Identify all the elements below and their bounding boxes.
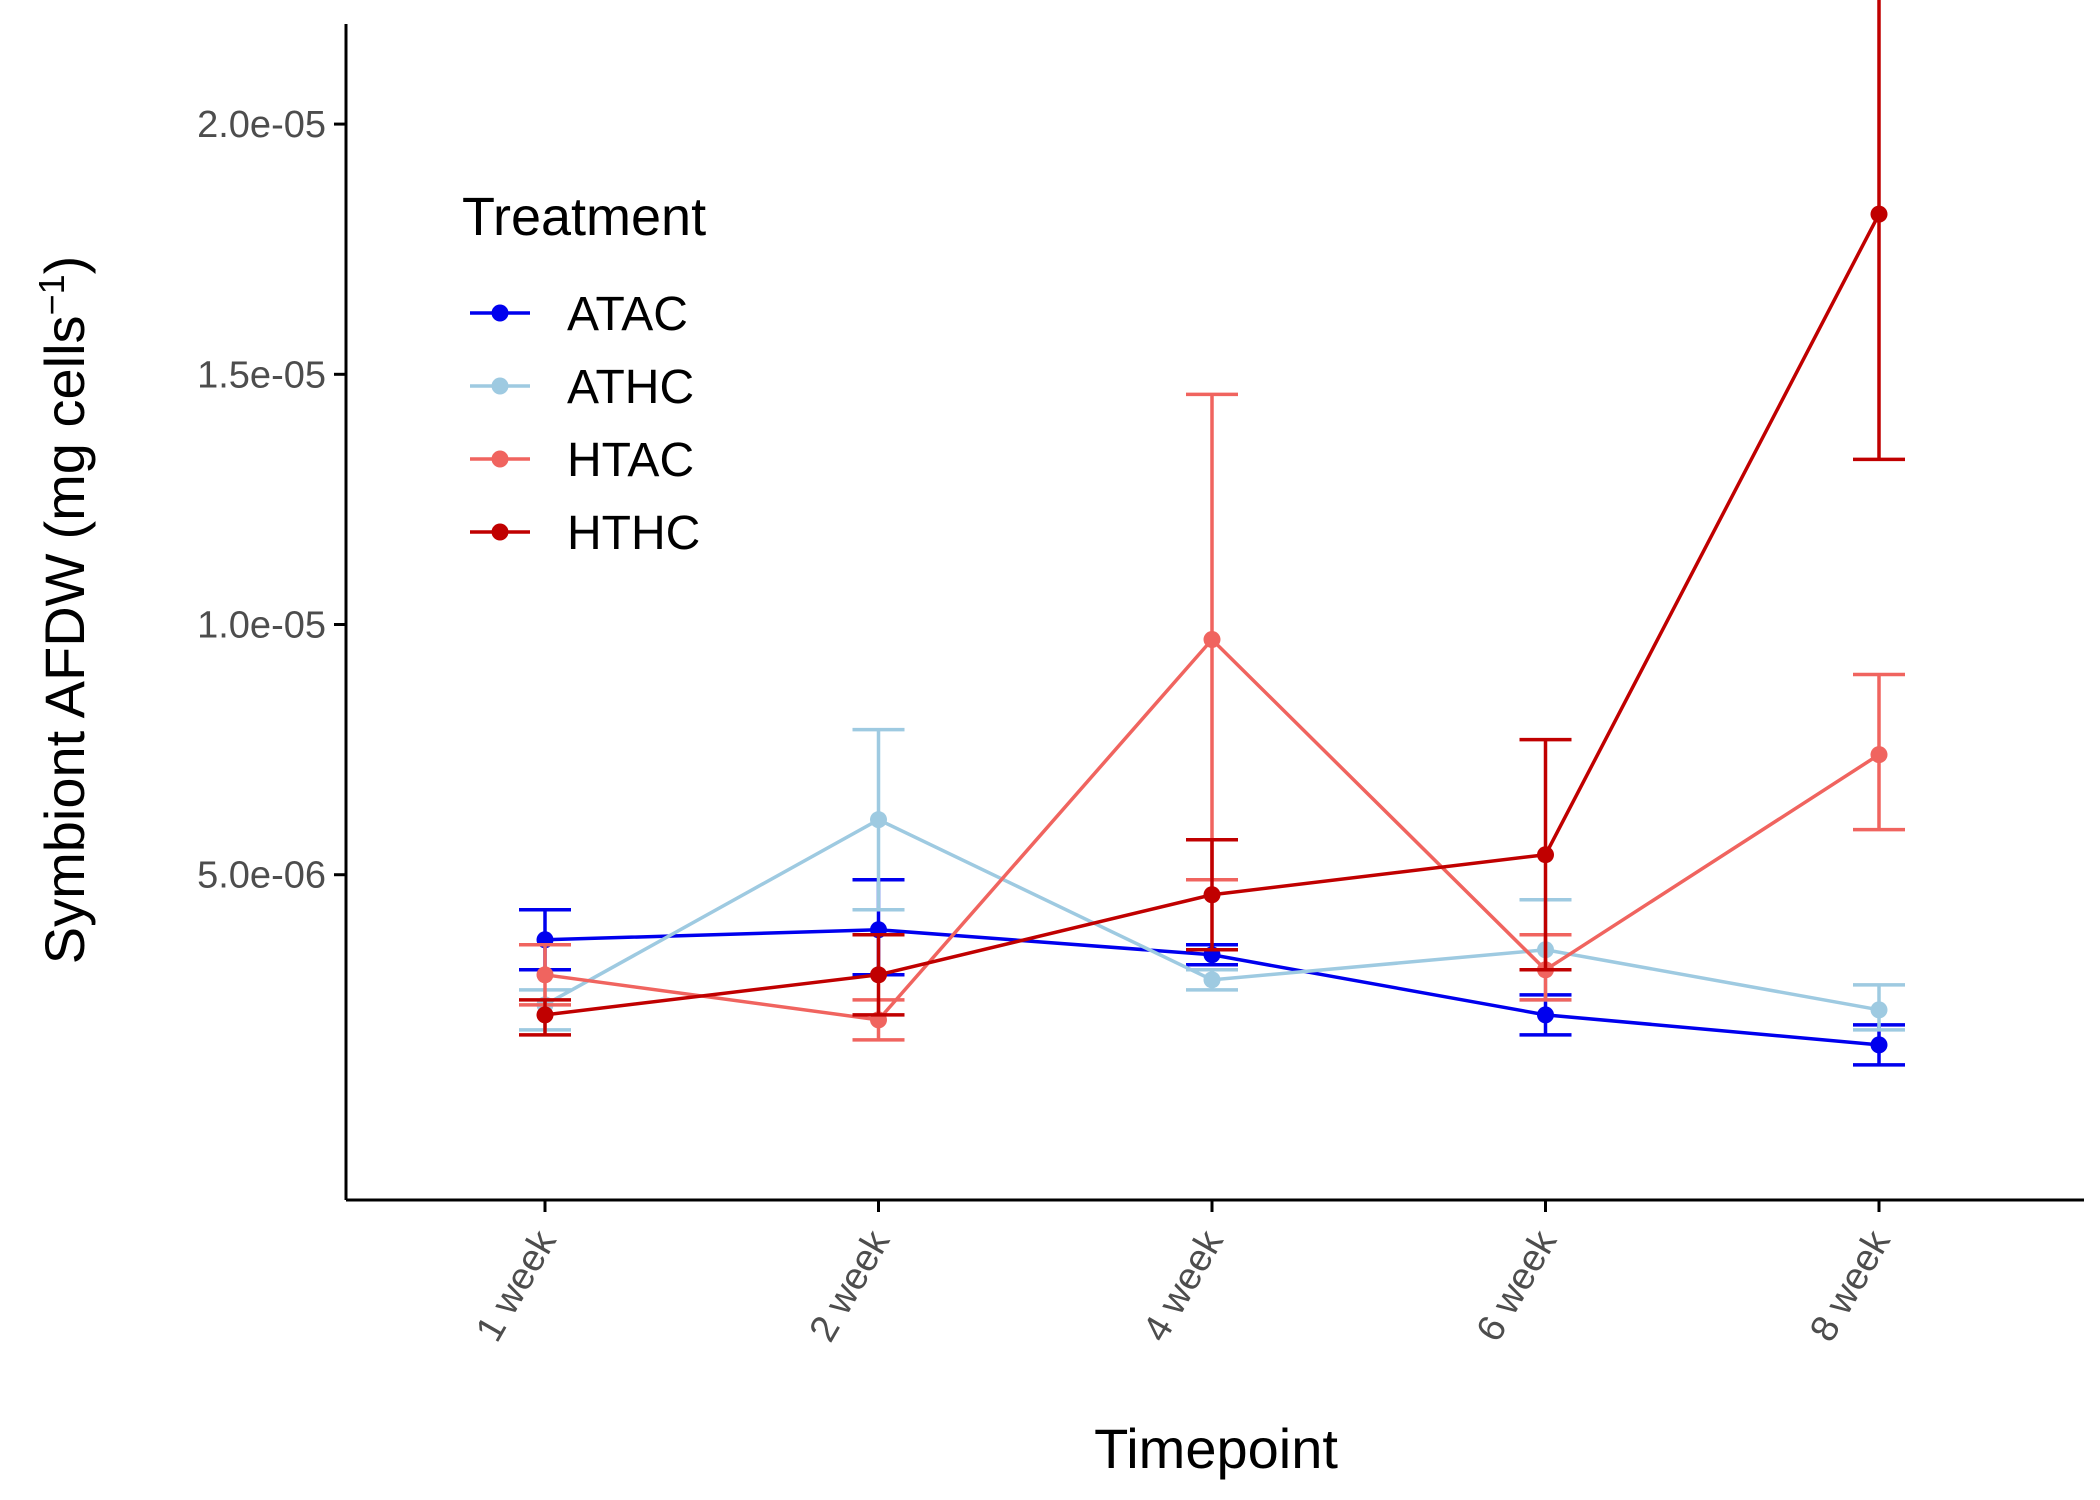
- y-tick-label: 5.0e-06: [197, 855, 326, 897]
- data-point-hthc: [536, 1006, 554, 1024]
- y-axis-title-superscript: −1: [31, 274, 72, 315]
- data-point-atac: [1870, 1036, 1888, 1054]
- series-hthc: [519, 0, 1905, 1037]
- data-point-athc: [1870, 1001, 1888, 1019]
- legend-key-point-athc: [491, 377, 509, 395]
- legend-label-htac: HTAC: [567, 434, 694, 487]
- y-axis-title: Symbiont AFDW (mg cells−1): [31, 256, 96, 965]
- legend-key-point-atac: [491, 304, 509, 322]
- data-point-hthc: [1537, 846, 1554, 864]
- data-point-hthc: [1870, 205, 1888, 223]
- data-point-hthc: [870, 966, 887, 984]
- y-axis-title-unit: (mg cells: [33, 315, 96, 539]
- data-point-atac: [1537, 1006, 1554, 1024]
- legend-label-athc: ATHC: [567, 361, 694, 414]
- y-axis-ticks: 5.0e-06 1.0e-05 1.5e-05 2.0e-05: [197, 104, 346, 897]
- legend-title: Treatment: [462, 187, 706, 247]
- series-htac: [519, 392, 1905, 1042]
- legend-label-atac: ATAC: [567, 288, 688, 341]
- legend-label-hthc: HTHC: [567, 507, 700, 560]
- y-tick-label: 2.0e-05: [197, 104, 326, 146]
- data-point-hthc: [1203, 886, 1221, 904]
- legend-key-point-hthc: [491, 523, 509, 541]
- y-axis-title-main: Symbiont AFDW: [33, 553, 96, 964]
- data-point-htac: [536, 966, 554, 984]
- data-point-htac: [1870, 746, 1888, 764]
- legend: Treatment ATAC ATHC HTAC HTHC: [462, 187, 706, 560]
- x-axis-title: Timepoint: [1094, 1417, 1338, 1480]
- data-point-athc: [1203, 971, 1221, 989]
- y-axis-title-close: ): [33, 256, 96, 275]
- data-point-htac: [1203, 631, 1221, 649]
- legend-key-point-htac: [491, 450, 509, 468]
- data-point-athc: [870, 811, 887, 829]
- y-tick-label: 1.0e-05: [197, 605, 326, 647]
- y-tick-label: 1.5e-05: [197, 354, 326, 396]
- plot-area: [519, 0, 1905, 1067]
